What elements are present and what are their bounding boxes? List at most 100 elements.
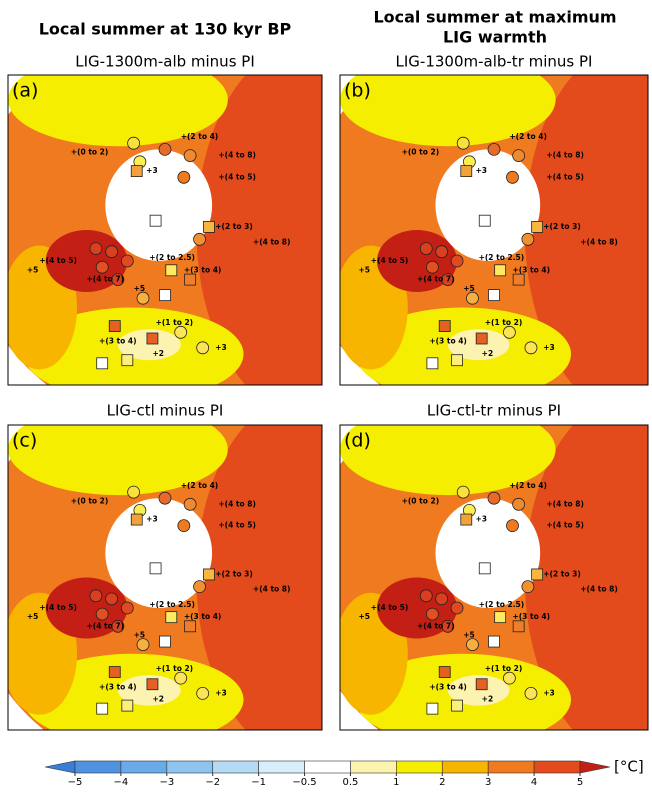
site-marker bbox=[478, 214, 491, 227]
colorbar-extension bbox=[44, 760, 76, 774]
colorbar-swatch bbox=[304, 760, 351, 774]
site-label: +5 bbox=[134, 630, 146, 639]
warm-region bbox=[524, 75, 648, 385]
site-marker bbox=[441, 273, 455, 287]
panel-title: LIG-1300m-alb minus PI bbox=[75, 53, 255, 71]
site-label: +(2 to 3) bbox=[543, 569, 581, 578]
panel-label: (c) bbox=[12, 430, 37, 452]
site-marker bbox=[120, 254, 134, 268]
site-marker bbox=[425, 260, 439, 274]
column-header: Local summer at 130 kyr BP bbox=[39, 20, 292, 39]
site-label: +(3 to 4) bbox=[99, 682, 137, 691]
site-marker bbox=[159, 635, 171, 648]
colorbar-swatch bbox=[533, 760, 581, 774]
site-marker bbox=[120, 601, 134, 615]
site-marker bbox=[512, 273, 525, 286]
colorbar-swatch bbox=[350, 760, 397, 774]
colorbar-swatch bbox=[396, 760, 443, 774]
warm-region bbox=[376, 577, 458, 639]
colorbar-tick-label: −5 bbox=[68, 777, 83, 788]
site-marker bbox=[149, 562, 162, 575]
site-marker bbox=[451, 354, 463, 367]
site-label: +3 bbox=[215, 343, 227, 352]
site-marker bbox=[435, 245, 449, 259]
site-marker bbox=[203, 568, 215, 581]
column-header: Local summer at maximum bbox=[373, 8, 616, 27]
site-marker bbox=[184, 620, 197, 633]
ice-region bbox=[117, 329, 181, 361]
colorbar-swatch bbox=[487, 760, 535, 774]
colorbar-swatch bbox=[166, 760, 214, 774]
site-label: +(1 to 2) bbox=[485, 664, 523, 673]
panel-label: (a) bbox=[12, 80, 38, 102]
warm-region bbox=[45, 577, 128, 639]
site-label: +5 bbox=[27, 612, 39, 621]
site-marker bbox=[130, 165, 143, 178]
site-label: +(4 to 5) bbox=[218, 172, 256, 181]
site-label: +2 bbox=[482, 695, 494, 704]
site-label: +(3 to 4) bbox=[512, 265, 550, 274]
site-label: +(2 to 3) bbox=[543, 222, 581, 231]
site-marker bbox=[105, 245, 119, 259]
site-marker bbox=[111, 619, 125, 633]
site-marker bbox=[174, 325, 188, 339]
site-marker bbox=[165, 611, 178, 624]
colorbar-tick-label: −3 bbox=[159, 777, 174, 788]
site-marker bbox=[95, 260, 109, 274]
map: +(2 to 4) +(0 to 2) +(4 to 8) +3 +(4 to 5) +(… bbox=[340, 425, 648, 730]
site-label: +5 bbox=[463, 284, 475, 293]
site-marker bbox=[426, 357, 439, 370]
panel-label: (d) bbox=[344, 430, 371, 452]
site-marker bbox=[183, 497, 197, 511]
site-label: +(0 to 2) bbox=[402, 148, 440, 157]
site-label: +(4 to 8) bbox=[580, 585, 618, 594]
site-marker bbox=[89, 589, 103, 603]
site-label: +(4 to 8) bbox=[218, 499, 256, 508]
site-marker bbox=[524, 687, 538, 700]
site-label: +3 bbox=[543, 343, 555, 352]
site-label: +(4 to 5) bbox=[218, 521, 256, 530]
panel-border bbox=[7, 424, 323, 731]
site-marker bbox=[105, 592, 119, 606]
site-marker bbox=[136, 291, 150, 305]
colorbar-swatch bbox=[74, 760, 122, 774]
site-label: +5 bbox=[358, 612, 370, 621]
site-marker bbox=[136, 638, 150, 651]
site-marker bbox=[193, 580, 206, 594]
site-label: +(3 to 4) bbox=[184, 265, 222, 274]
site-label: +(4 to 8) bbox=[218, 151, 256, 160]
site-label: +(4 to 5) bbox=[546, 172, 584, 181]
site-marker bbox=[512, 149, 526, 163]
map: +(2 to 4) +(0 to 2) +(4 to 8) +3 +(4 to 5) +(… bbox=[340, 75, 648, 385]
site-label: +2 bbox=[482, 349, 494, 358]
site-label: +(2 to 2.5) bbox=[149, 253, 195, 262]
site-marker bbox=[512, 497, 526, 511]
panel-border bbox=[339, 424, 649, 731]
site-label: +(4 to 5) bbox=[546, 521, 584, 530]
colorbar-tick-label: −0.5 bbox=[292, 777, 316, 788]
site-label: +3 bbox=[543, 688, 555, 697]
map: +(2 to 4) +(0 to 2) +(4 to 8) +3 +(4 to 5) +(… bbox=[8, 75, 322, 385]
site-marker bbox=[488, 635, 500, 648]
site-marker bbox=[196, 687, 210, 700]
colorbar-tick-label: 2 bbox=[439, 777, 445, 788]
colorbar-unit: [°C] bbox=[614, 758, 644, 776]
site-marker bbox=[158, 491, 172, 505]
site-marker bbox=[456, 136, 470, 150]
site-marker bbox=[475, 678, 488, 691]
site-marker bbox=[419, 242, 433, 256]
site-marker bbox=[108, 320, 121, 333]
panel-label: (b) bbox=[344, 80, 371, 102]
site-marker bbox=[450, 601, 464, 615]
site-label: +5 bbox=[27, 265, 39, 274]
map: +(2 to 4) +(0 to 2) +(4 to 8) +3 +(4 to 5) +(… bbox=[8, 425, 322, 730]
site-label: +(4 to 7) bbox=[417, 275, 455, 284]
site-label: +(2 to 2.5) bbox=[479, 600, 525, 609]
site-marker bbox=[146, 332, 159, 345]
site-label: +3 bbox=[146, 166, 158, 175]
ice-region bbox=[117, 675, 181, 706]
site-label: +(4 to 8) bbox=[580, 237, 618, 246]
colorbar-extension bbox=[579, 760, 611, 774]
panel-title: LIG-1300m-alb-tr minus PI bbox=[396, 53, 593, 71]
